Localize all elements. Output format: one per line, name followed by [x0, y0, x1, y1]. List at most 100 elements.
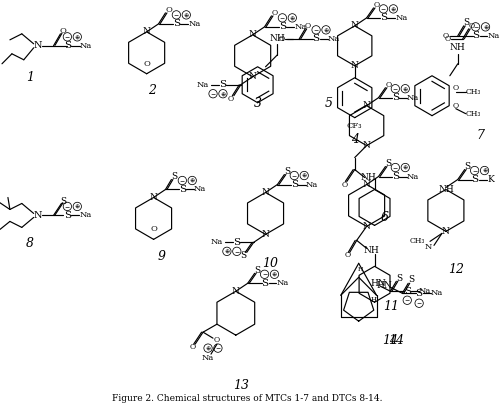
Text: −: −	[280, 15, 285, 20]
Text: S: S	[392, 93, 399, 102]
Text: H: H	[358, 267, 364, 272]
Text: NH: NH	[360, 173, 376, 182]
Text: S: S	[386, 159, 392, 168]
Text: S: S	[284, 167, 290, 176]
Text: O: O	[143, 60, 150, 68]
Text: −: −	[65, 204, 70, 209]
Text: Na: Na	[197, 81, 209, 89]
Text: −: −	[472, 168, 477, 173]
Text: O: O	[468, 22, 474, 30]
Text: N: N	[362, 101, 370, 110]
Text: Na: Na	[328, 35, 340, 43]
Text: −: −	[262, 272, 267, 277]
Text: ⊕: ⊕	[483, 24, 488, 29]
Text: N: N	[351, 21, 358, 30]
Text: N: N	[150, 193, 158, 202]
Text: −: −	[65, 34, 70, 39]
Text: O: O	[214, 336, 220, 344]
Text: O: O	[190, 343, 196, 351]
Text: S: S	[290, 180, 298, 189]
Text: 8: 8	[26, 237, 34, 250]
Text: ⊕: ⊕	[402, 86, 408, 91]
Text: 1: 1	[26, 71, 34, 84]
Text: ⊕: ⊕	[302, 173, 307, 178]
Text: S: S	[254, 266, 260, 275]
Text: S: S	[279, 22, 286, 31]
Text: S: S	[179, 185, 186, 194]
Text: 9: 9	[158, 250, 166, 263]
Text: S: S	[392, 172, 399, 181]
Text: O: O	[150, 225, 157, 233]
Text: N: N	[362, 180, 370, 189]
Text: Na: Na	[488, 32, 500, 40]
Text: N: N	[262, 188, 270, 197]
Text: O: O	[443, 32, 449, 40]
Text: N: N	[424, 243, 432, 252]
Text: −: −	[180, 178, 185, 183]
Text: S: S	[234, 238, 240, 247]
Text: NH: NH	[438, 185, 454, 194]
Text: ⊕: ⊕	[324, 28, 328, 32]
Text: 14: 14	[388, 334, 404, 347]
Text: 4: 4	[350, 133, 358, 146]
Text: O: O	[374, 1, 380, 9]
Text: Na: Na	[194, 185, 206, 194]
Text: N: N	[142, 28, 150, 36]
Text: HN: HN	[376, 281, 392, 290]
Text: O: O	[305, 22, 311, 30]
Text: ⊕: ⊕	[390, 6, 396, 11]
Text: S: S	[416, 289, 422, 298]
Text: S: S	[60, 197, 66, 206]
Text: ⊕: ⊕	[206, 345, 210, 351]
Text: −: −	[392, 86, 398, 91]
Text: S: S	[404, 287, 411, 296]
Text: ⊕: ⊕	[184, 13, 189, 17]
Text: S: S	[64, 41, 71, 50]
Text: CH₃: CH₃	[466, 88, 481, 96]
Text: −: −	[292, 173, 297, 178]
Text: ⊕: ⊕	[402, 165, 408, 170]
Text: S: S	[396, 274, 402, 283]
Text: ⊕: ⊕	[74, 204, 80, 209]
Text: Na: Na	[395, 14, 407, 22]
Text: Na: Na	[294, 23, 306, 31]
Text: K: K	[487, 175, 494, 184]
Text: ⊕: ⊕	[290, 15, 295, 20]
Text: O: O	[278, 35, 284, 43]
Text: CF₃: CF₃	[347, 122, 362, 130]
Text: N: N	[351, 61, 358, 70]
Text: O: O	[344, 252, 351, 259]
Text: N: N	[34, 41, 42, 50]
Text: O: O	[452, 84, 459, 92]
Text: S: S	[408, 275, 414, 284]
Text: −: −	[416, 301, 422, 306]
Text: N: N	[262, 230, 270, 239]
Text: ⊕: ⊕	[74, 34, 80, 39]
Text: ⊕: ⊕	[272, 272, 277, 277]
Text: O: O	[60, 27, 67, 35]
Text: 6: 6	[380, 211, 388, 224]
Text: HN: HN	[370, 279, 386, 288]
Text: −: −	[234, 249, 239, 254]
Text: O: O	[228, 95, 234, 103]
Text: S: S	[220, 80, 226, 89]
Text: Na: Na	[188, 20, 200, 28]
Text: −: −	[210, 91, 216, 96]
Text: S: S	[464, 162, 470, 171]
Text: Na: Na	[202, 354, 214, 362]
Text: NH: NH	[270, 34, 285, 43]
Text: Na: Na	[79, 42, 92, 50]
Text: N: N	[232, 287, 240, 296]
Text: O: O	[386, 81, 392, 89]
Text: ⊕: ⊕	[220, 91, 226, 96]
Text: N: N	[442, 227, 450, 236]
Text: H: H	[371, 296, 377, 304]
Text: 3: 3	[254, 97, 262, 110]
Text: S: S	[261, 279, 268, 288]
Text: S: S	[380, 13, 387, 22]
Text: Na: Na	[431, 289, 443, 297]
Text: CH₃: CH₃	[466, 110, 481, 118]
Text: N: N	[248, 72, 256, 81]
Text: −: −	[404, 298, 410, 303]
Text: Na: Na	[407, 173, 420, 181]
